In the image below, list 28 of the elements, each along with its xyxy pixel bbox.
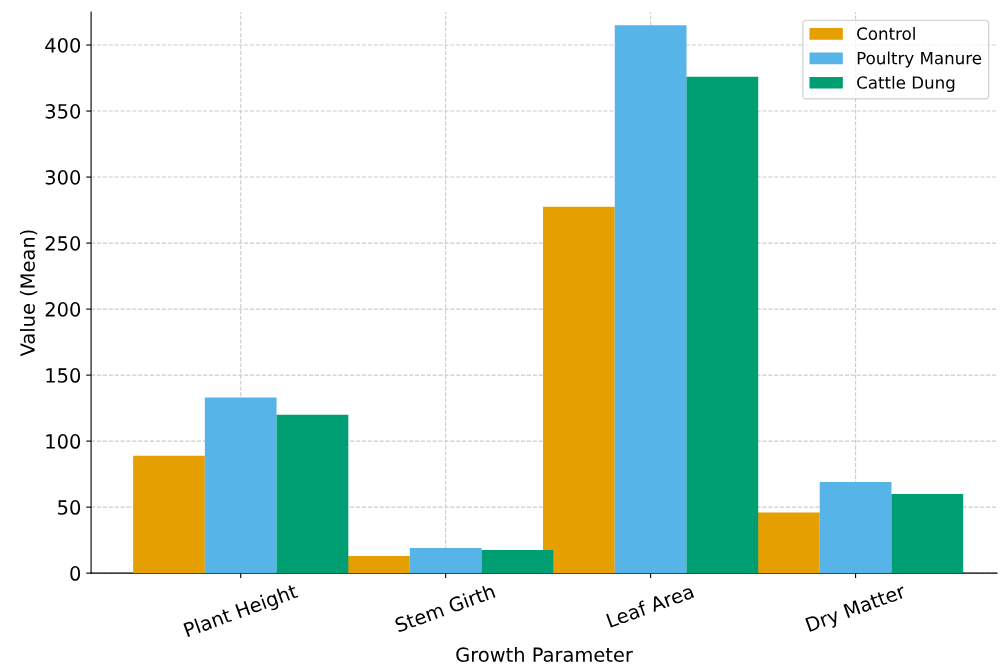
y-tick-label: 200 — [45, 302, 81, 317]
x-tick-label: Plant Height — [183, 583, 300, 641]
y-tick-label: 150 — [46, 368, 81, 383]
bar — [543, 206, 615, 574]
legend-label: Control — [857, 27, 915, 40]
bar — [276, 414, 349, 574]
y-axis-title: Value (Mean) — [19, 230, 38, 357]
legend-label: Poultry Manure — [857, 51, 982, 68]
bar — [481, 550, 554, 574]
x-tick-label: Dry Matter — [805, 583, 908, 636]
bar — [686, 76, 759, 574]
x-tick-label: Stem Girth — [394, 583, 496, 633]
legend-label: Cattle Dung — [857, 75, 955, 93]
bar — [819, 482, 892, 574]
y-tick-label: 400 — [45, 37, 81, 53]
bar — [204, 397, 277, 574]
x-tick-label: Leaf Area — [605, 583, 695, 628]
y-tick-label: 250 — [45, 236, 81, 251]
bar — [409, 548, 482, 574]
x-axis-title: Growth Parameter — [456, 646, 633, 663]
y-tick-label: 300 — [45, 170, 81, 185]
y-tick-label: 100 — [46, 434, 81, 449]
y-tick-label: 350 — [45, 104, 81, 119]
y-tick-label: 50 — [58, 500, 81, 515]
bar — [133, 455, 205, 574]
y-tick-label: 0 — [70, 566, 81, 581]
bar — [614, 25, 687, 574]
bar — [891, 493, 964, 574]
